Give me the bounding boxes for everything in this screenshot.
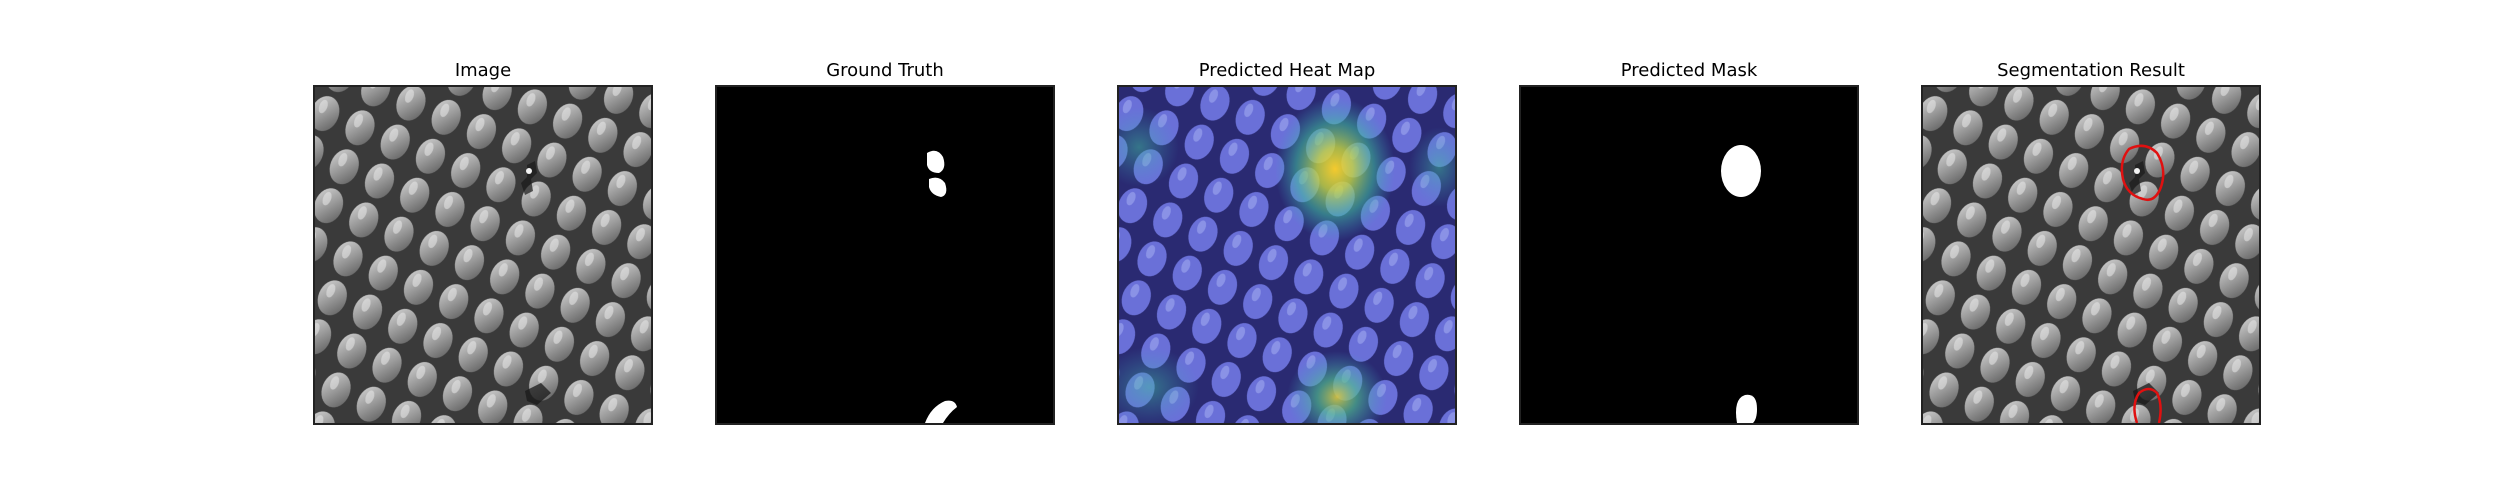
gt-region-lower <box>925 400 957 423</box>
gt-region-upper-b <box>929 177 947 197</box>
heat-map-frame <box>1117 85 1457 425</box>
predicted-mask-frame <box>1519 85 1859 425</box>
defect-upper-seg <box>2129 161 2145 195</box>
panel-heat-map: Predicted Heat Map <box>1117 60 1457 430</box>
panel-image: Image <box>313 60 653 430</box>
predicted-mask <box>1521 87 1857 423</box>
texture-image <box>315 87 651 423</box>
panel-ground-truth: Ground Truth <box>715 60 1055 430</box>
panel-title-segmentation-result: Segmentation Result <box>1997 60 2185 81</box>
panel-title-heat-map: Predicted Heat Map <box>1198 60 1376 81</box>
panel-predicted-mask: Predicted Mask <box>1519 60 1859 430</box>
heat-hotspot-upper <box>1275 97 1395 241</box>
panel-title-ground-truth: Ground Truth <box>826 60 944 81</box>
heat-hotspot-lower <box>1287 351 1387 423</box>
panel-segmentation-result: Segmentation Result <box>1921 60 2261 430</box>
mask-region-upper <box>1721 145 1761 197</box>
heat-map <box>1119 87 1455 423</box>
mask-region-lower <box>1736 394 1757 423</box>
image-frame <box>313 85 653 425</box>
segmentation-result <box>1923 87 2259 423</box>
ground-truth-mask <box>717 87 1053 423</box>
segmentation-frame <box>1921 85 2261 425</box>
ground-truth-frame <box>715 85 1055 425</box>
contour-lower <box>2133 387 2162 423</box>
defect-lower <box>525 383 551 405</box>
gt-region-upper-a <box>927 150 945 173</box>
panel-title-predicted-mask: Predicted Mask <box>1620 60 1758 81</box>
panel-title-image: Image <box>454 60 512 81</box>
defect-upper <box>521 161 537 195</box>
contour-upper <box>2120 144 2165 201</box>
